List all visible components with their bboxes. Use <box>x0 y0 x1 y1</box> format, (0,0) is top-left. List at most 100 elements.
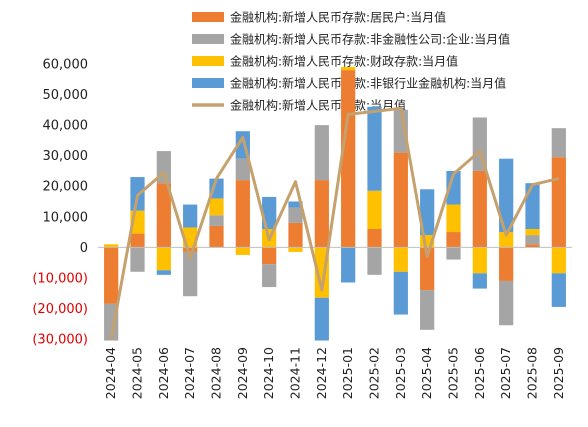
bar-segment <box>104 247 119 304</box>
bar-segment <box>262 247 277 265</box>
bar-segment <box>209 225 224 248</box>
x-tick-label: 2025-06 <box>472 347 487 399</box>
y-tick-label: (20,000) <box>32 302 88 317</box>
bar-segment <box>341 247 356 283</box>
bar-segment <box>551 128 566 158</box>
x-tick-label: 2024-09 <box>235 347 250 399</box>
bar-segment <box>472 273 487 289</box>
x-tick-label: 2025-05 <box>446 347 461 399</box>
bar-segment <box>499 280 514 326</box>
bar-segment <box>446 204 461 233</box>
y-tick-label: 50,000 <box>43 88 89 103</box>
x-tick-label: 2024-11 <box>288 347 303 399</box>
total-deposit-line <box>109 106 560 340</box>
x-tick-label: 2024-12 <box>314 347 329 399</box>
legend-label: 金融机构:新增人民币存款:非银行业金融机构:当月值 <box>230 76 506 91</box>
y-tick-label: 20,000 <box>43 180 89 195</box>
bar-segment <box>499 247 514 281</box>
bar-segment <box>341 70 356 248</box>
bar-segment <box>130 247 145 272</box>
bar-segment <box>156 247 171 271</box>
y-tick-label: 0 <box>80 241 88 256</box>
y-tick-label: (30,000) <box>32 333 88 348</box>
bar-segment <box>262 264 277 288</box>
chart-legend: 金融机构:新增人民币存款:居民户:当月值金融机构:新增人民币存款:非金融性公司:… <box>192 10 510 113</box>
bar-segment <box>314 125 329 181</box>
bar-segment <box>525 183 540 229</box>
x-tick-label: 2025-04 <box>419 347 434 399</box>
bar-segment <box>420 290 435 330</box>
x-tick-label: 2024-10 <box>261 347 276 399</box>
bar-segment <box>446 232 461 248</box>
bar-segment <box>367 247 382 275</box>
bar-segment <box>183 204 198 228</box>
x-axis: 2024-04 2024-05 2024-06 2024-07 2024-08 2024-… <box>103 347 566 399</box>
x-tick-label: 2024-08 <box>209 347 224 399</box>
x-tick-label: 2025-08 <box>525 347 540 399</box>
x-tick-label: 2024-06 <box>156 347 171 399</box>
bar-segment <box>551 157 566 248</box>
x-tick-label: 2025-03 <box>393 347 408 399</box>
plot-area <box>98 67 572 341</box>
bar-segment <box>104 244 119 248</box>
bar-segment <box>551 247 566 274</box>
bar-segment <box>446 170 461 205</box>
x-tick-label: 2024-07 <box>182 347 197 399</box>
bar-segment <box>525 235 540 245</box>
bar-segment <box>235 247 250 255</box>
bar-segment <box>183 247 198 252</box>
bar-segment <box>393 247 408 272</box>
bar-segment <box>420 189 435 236</box>
x-tick-label: 2024-04 <box>103 347 118 399</box>
bar-segment <box>446 247 461 260</box>
legend-label: 金融机构:新增人民币存款:居民户:当月值 <box>230 10 446 25</box>
legend-swatch <box>192 12 224 22</box>
legend-swatch <box>192 34 224 44</box>
y-tick-label: (10,000) <box>32 271 88 286</box>
bar-segment <box>130 233 145 248</box>
bar-segment <box>472 247 487 274</box>
bar-segment <box>525 244 540 248</box>
y-tick-label: 10,000 <box>43 210 89 225</box>
bar-segment <box>235 180 250 248</box>
bar-segment <box>156 183 171 248</box>
legend-label: 金融机构:新增人民币存款:财政存款:当月值 <box>230 54 458 69</box>
bar-segment <box>420 247 435 291</box>
x-tick-label: 2025-02 <box>367 347 382 399</box>
x-tick-label: 2025-01 <box>340 347 355 399</box>
x-tick-label: 2024-05 <box>130 347 145 399</box>
y-tick-label: 60,000 <box>43 58 89 73</box>
bar-segment <box>156 270 171 275</box>
bar-segment <box>288 207 303 223</box>
bar-segment <box>209 198 224 216</box>
bar-segment <box>288 201 303 208</box>
legend-label: 金融机构:新增人民币存款:非金融性公司:企业:当月值 <box>230 32 510 47</box>
bar-segment <box>367 106 382 191</box>
bar-segment <box>551 273 566 307</box>
legend-swatch <box>192 78 224 88</box>
bar-segment <box>367 229 382 248</box>
y-tick-label: 30,000 <box>43 149 89 164</box>
x-tick-label: 2025-09 <box>551 347 566 399</box>
bar-segment <box>314 297 329 341</box>
bar-segment <box>367 190 382 229</box>
bar-segment <box>472 170 487 248</box>
bar-segment <box>393 152 408 248</box>
bar-segment <box>288 247 303 252</box>
bar-segment <box>341 67 356 71</box>
y-tick-label: 40,000 <box>43 119 89 134</box>
bar-segment <box>525 229 540 236</box>
x-tick-label: 2025-07 <box>498 347 513 399</box>
bar-segment <box>183 251 198 297</box>
bar-segment <box>209 215 224 226</box>
bar-segment <box>499 158 514 233</box>
legend-label: 金融机构:新增人民币存款:当月值 <box>230 98 406 113</box>
bar-segment <box>235 158 250 181</box>
y-axis: (30,000) (20,000) (10,000) 0 10,000 20,000 30,… <box>32 58 88 348</box>
bar-segment <box>499 232 514 248</box>
bar-segment <box>314 180 329 248</box>
bar-segment <box>288 222 303 248</box>
bar-segment <box>393 271 408 315</box>
legend-swatch <box>192 56 224 66</box>
